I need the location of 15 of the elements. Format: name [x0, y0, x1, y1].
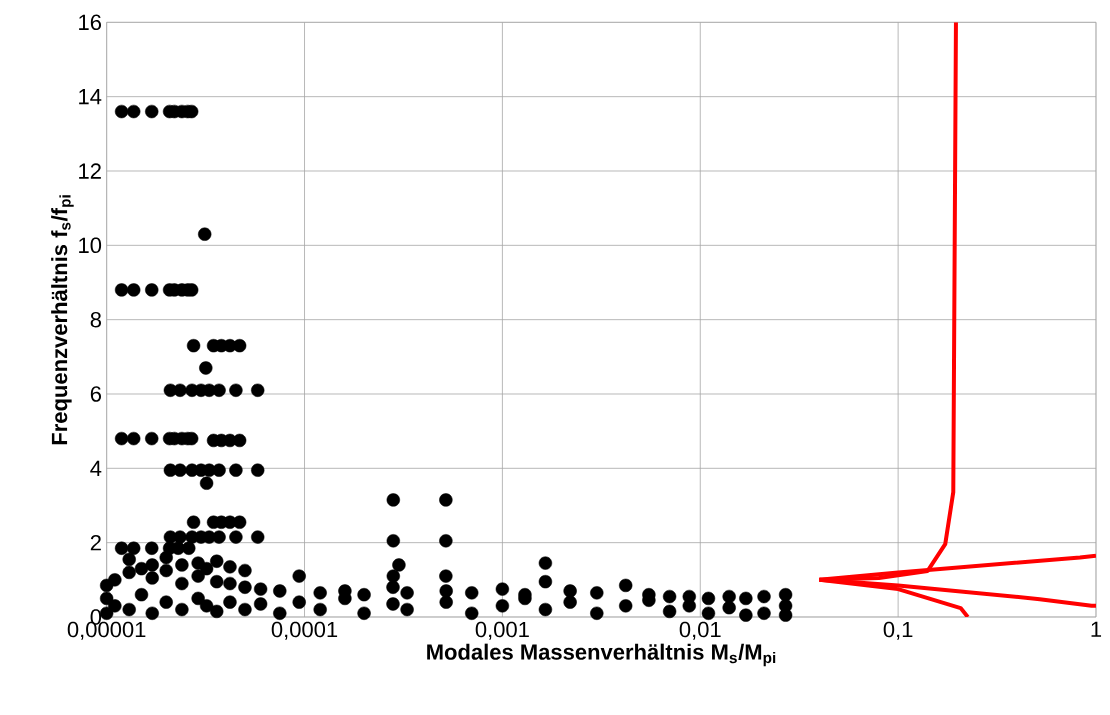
y-tick-label: 2 [90, 534, 101, 551]
x-tick-label: 0,001 [475, 621, 529, 640]
x-tick-label: 0,01 [679, 621, 721, 640]
y-tick-label: 8 [90, 311, 101, 328]
y-axis-title: Frequenzverhältnis f$_{s}$/f$_{pi}$ [51, 195, 74, 445]
y-tick-label: 10 [79, 237, 102, 254]
x-tick-label: 0,1 [883, 621, 913, 640]
y-tick-label: 16 [79, 14, 101, 31]
y-tick-label: 14 [79, 89, 102, 105]
y-tick-label: 4 [90, 460, 102, 476]
y-tick-label: 6 [90, 386, 101, 402]
y-tick-label: 12 [79, 163, 101, 179]
x-axis-title: Modales Massenverhältnis M$_{s}$/M$_{pi}$ [427, 643, 776, 667]
x-tick-label: 1 [1091, 621, 1102, 637]
x-tick-label: 0,0001 [271, 621, 338, 640]
